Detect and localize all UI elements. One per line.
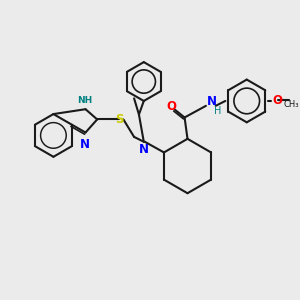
Text: O: O bbox=[166, 100, 176, 113]
Text: N: N bbox=[80, 138, 89, 151]
Text: H: H bbox=[214, 106, 221, 116]
Text: NH: NH bbox=[77, 96, 92, 105]
Text: CH₃: CH₃ bbox=[284, 100, 299, 109]
Text: O: O bbox=[272, 94, 282, 107]
Text: S: S bbox=[115, 113, 124, 126]
Text: N: N bbox=[139, 143, 149, 156]
Text: N: N bbox=[207, 95, 217, 108]
